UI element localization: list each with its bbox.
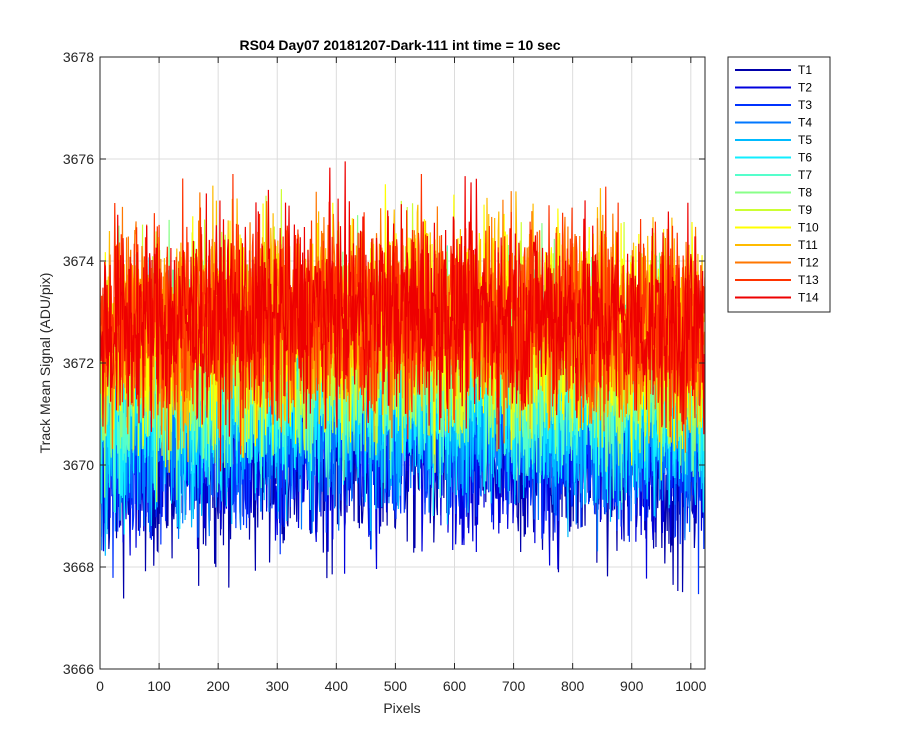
x-tick-label: 300 <box>266 678 290 694</box>
legend-label-t6: T6 <box>798 151 812 165</box>
legend-label-t12: T12 <box>798 256 819 270</box>
legend-label-t3: T3 <box>798 98 812 112</box>
x-tick-label: 800 <box>561 678 585 694</box>
chart-title: RS04 Day07 20181207-Dark-111 int time = … <box>239 37 560 53</box>
x-tick-label: 500 <box>384 678 408 694</box>
x-tick-label: 100 <box>147 678 171 694</box>
legend-label-t14: T14 <box>798 291 819 305</box>
y-tick-label: 3670 <box>63 457 94 473</box>
x-tick-label: 400 <box>325 678 349 694</box>
legend-label-t13: T13 <box>798 273 819 287</box>
legend-label-t7: T7 <box>798 168 812 182</box>
x-tick-label: 900 <box>620 678 644 694</box>
y-tick-label: 3672 <box>63 355 94 371</box>
legend-label-t5: T5 <box>798 133 812 147</box>
legend-label-t8: T8 <box>798 186 812 200</box>
y-axis-label: Track Mean Signal (ADU/pix) <box>37 273 53 454</box>
y-tick-label: 3666 <box>63 661 94 677</box>
axis-ticks: 0 100 200 300 400 500 600 700 800 900 1000 3666 3668… <box>63 49 707 694</box>
x-tick-label: 200 <box>206 678 230 694</box>
y-tick-label: 3668 <box>63 559 94 575</box>
legend: T1 T2 T3 T4 T5 T6 T7 T8 T9 T10 T11 T12 T13 T14 <box>727 56 831 313</box>
legend-label-t1: T1 <box>798 63 812 77</box>
y-tick-label: 3674 <box>63 253 94 269</box>
legend-label-t9: T9 <box>798 203 812 217</box>
legend-label-t4: T4 <box>798 116 812 130</box>
series-lines <box>100 161 705 599</box>
x-tick-label: 1000 <box>675 678 706 694</box>
y-tick-label: 3676 <box>63 151 94 167</box>
legend-box <box>727 56 831 313</box>
x-tick-label: 700 <box>502 678 526 694</box>
x-axis-label: Pixels <box>383 700 420 716</box>
x-tick-label: 0 <box>96 678 104 694</box>
y-tick-label: 3678 <box>63 49 94 65</box>
series-line-t14 <box>100 161 705 472</box>
legend-label-t2: T2 <box>798 81 812 95</box>
legend-label-t10: T10 <box>798 221 819 235</box>
legend-label-t11: T11 <box>798 238 818 252</box>
x-tick-label: 600 <box>443 678 467 694</box>
